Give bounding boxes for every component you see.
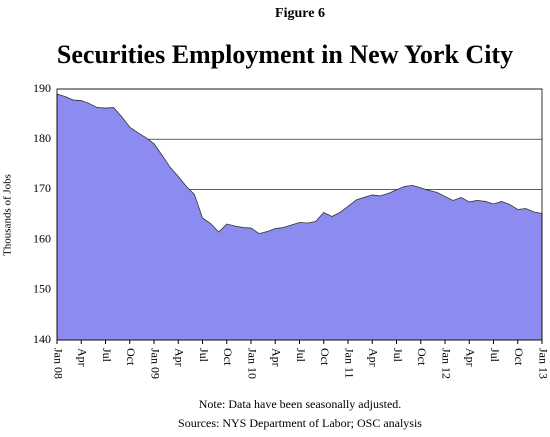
y-tick-label: 170 [33,181,51,195]
x-tick-label: Oct [318,348,332,366]
x-tick-label: Oct [415,348,429,366]
x-tick-label: Jul [100,348,114,363]
y-tick-label: 150 [33,282,51,296]
x-tick-label: Apr [270,348,284,367]
x-tick-label: Oct [512,348,526,366]
y-tick-label: 140 [33,332,51,346]
note: Sources: NYS Department of Labor; OSC an… [178,416,422,430]
x-tick-label: Jan 08 [51,348,65,379]
x-tick-label: Jan 09 [148,348,162,379]
x-tick-label: Apr [173,348,187,367]
x-tick-label: Oct [221,348,235,366]
y-axis-label: Thousands of Jobs [2,174,14,256]
x-tick-label: Jan 13 [536,348,550,379]
x-tick-label: Jul [391,348,405,363]
x-tick-label: Jan 12 [439,348,453,379]
y-tick-label: 180 [33,131,51,145]
area [56,93,543,341]
x-tick-label: Jul [294,348,308,363]
x-tick-label: Jan 11 [342,348,356,379]
chart-title: Securities Employment in New York City [57,40,513,69]
y-tick-label: 160 [33,231,51,245]
x-tick-label: Jul [488,348,502,363]
x-tick-label: Jul [197,348,211,363]
y-tick-label: 190 [33,81,51,95]
x-tick-label: Apr [367,348,381,367]
note: Note: Data have been seasonally adjusted… [199,397,402,411]
chart-supertitle: Figure 6 [275,6,325,21]
x-tick-label: Apr [464,348,478,367]
x-tick-label: Apr [76,348,90,367]
x-tick-label: Jan 10 [245,348,259,379]
x-tick-label: Oct [124,348,138,366]
